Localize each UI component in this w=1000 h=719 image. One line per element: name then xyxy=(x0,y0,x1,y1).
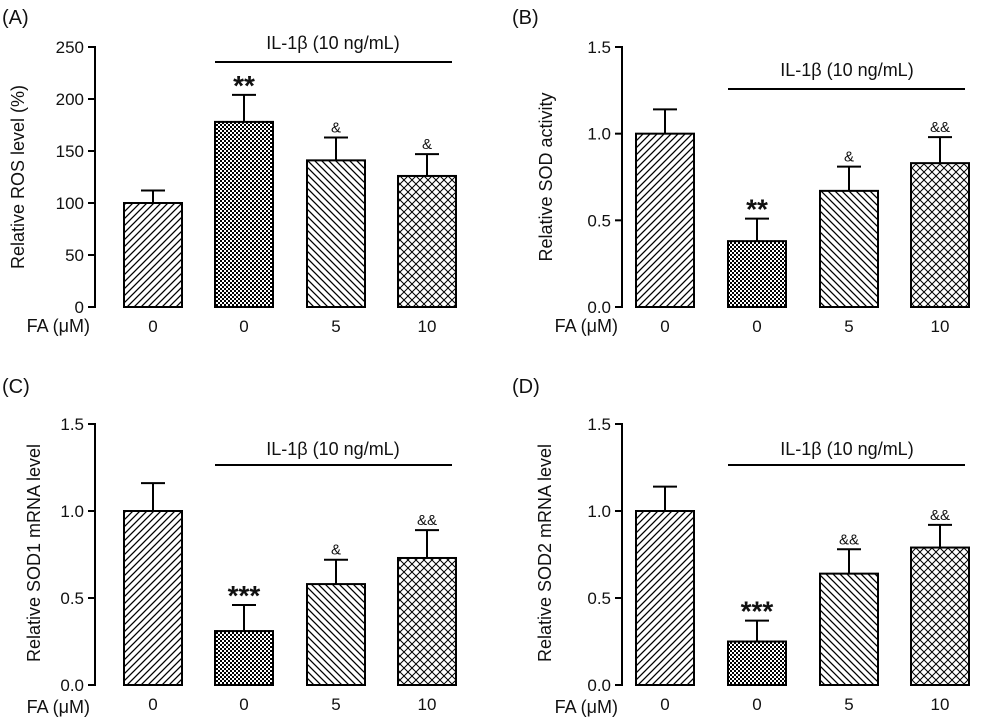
y-tick-label: 150 xyxy=(56,142,84,161)
y-axis-title: Relative SOD2 mRNA level xyxy=(535,444,555,662)
x-tick-label: 10 xyxy=(931,317,950,336)
x-axis-title: FA (μM) xyxy=(27,697,90,717)
y-tick-label: 1.5 xyxy=(587,38,611,57)
x-tick-label: 5 xyxy=(844,317,853,336)
bar xyxy=(910,546,970,686)
bar xyxy=(819,572,879,687)
significance-label: & xyxy=(844,149,854,166)
x-axis-title: FA (μM) xyxy=(27,316,90,336)
plot-area: 0.0 0.5 1.0 1.5 0 *** 0 && 5 && 10 xyxy=(587,415,970,714)
significance-label: ** xyxy=(746,194,768,225)
y-axis-title: Relative SOD activity xyxy=(536,92,556,261)
significance-label: && xyxy=(417,512,437,529)
y-tick-label: 1.5 xyxy=(60,415,84,434)
panel-c: (C) Relative SOD1 mRNA level FA (μM) IL-… xyxy=(2,376,457,717)
y-tick-label: 0 xyxy=(75,298,84,317)
significance-label: && xyxy=(930,507,950,524)
panel-b: (B) Relative SOD activity FA (μM) IL-1β … xyxy=(512,7,970,336)
panel-a: (A) Relative ROS level (%) FA (μM) IL-1β… xyxy=(2,7,457,336)
x-axis-title: FA (μM) xyxy=(555,316,618,336)
bracket-label: IL-1β (10 ng/mL) xyxy=(780,439,913,459)
panel-label: (C) xyxy=(2,376,30,398)
bar xyxy=(397,174,457,308)
bar xyxy=(635,510,695,686)
y-tick-label: 200 xyxy=(56,90,84,109)
y-tick-label: 1.0 xyxy=(587,125,611,144)
y-tick-label: 50 xyxy=(65,246,84,265)
plot-area: 0 50 100 150 200 250 0 ** 0 & 5 & 10 xyxy=(56,38,457,336)
y-axis-title: Relative ROS level (%) xyxy=(8,85,28,269)
x-tick-label: 0 xyxy=(148,317,157,336)
x-tick-label: 10 xyxy=(418,317,437,336)
bar xyxy=(819,189,879,308)
y-tick-label: 0.5 xyxy=(587,211,611,230)
y-tick-label: 1.0 xyxy=(60,502,84,521)
y-tick-label: 0.0 xyxy=(587,676,611,695)
y-tick-label: 250 xyxy=(56,38,84,57)
bar xyxy=(123,202,183,308)
significance-label: *** xyxy=(228,580,261,611)
x-tick-label: 5 xyxy=(331,695,340,714)
y-tick-label: 0.0 xyxy=(60,676,84,695)
x-tick-label: 0 xyxy=(148,695,157,714)
bar xyxy=(214,630,274,686)
y-tick-label: 100 xyxy=(56,194,84,213)
x-tick-label: 5 xyxy=(331,317,340,336)
panel-label: (B) xyxy=(512,7,539,29)
y-tick-label: 0.5 xyxy=(587,589,611,608)
bar xyxy=(910,162,970,308)
x-tick-label: 0 xyxy=(239,317,248,336)
bar xyxy=(635,132,695,308)
panel-d: (D) Relative SOD2 mRNA level FA (μM) IL-… xyxy=(512,376,970,717)
significance-label: & xyxy=(422,136,432,153)
bracket-label: IL-1β (10 ng/mL) xyxy=(780,60,913,80)
plot-area: 0.0 0.5 1.0 1.5 0 *** 0 & 5 && 10 xyxy=(60,415,457,714)
x-tick-label: 0 xyxy=(239,695,248,714)
significance-label: && xyxy=(930,119,950,136)
x-tick-label: 0 xyxy=(752,317,761,336)
y-tick-label: 0.0 xyxy=(587,298,611,317)
x-tick-label: 10 xyxy=(931,695,950,714)
bar xyxy=(727,640,787,686)
bar xyxy=(306,159,366,308)
x-tick-label: 0 xyxy=(660,695,669,714)
significance-label: && xyxy=(839,531,859,548)
x-tick-label: 0 xyxy=(752,695,761,714)
panel-label: (A) xyxy=(2,7,29,29)
x-axis-title: FA (μM) xyxy=(555,697,618,717)
panel-label: (D) xyxy=(512,376,540,398)
bracket-label: IL-1β (10 ng/mL) xyxy=(266,33,399,53)
plot-area: 0.0 0.5 1.0 1.5 0 ** 0 & 5 && 10 xyxy=(587,38,970,336)
x-tick-label: 5 xyxy=(844,695,853,714)
bar xyxy=(214,120,274,308)
x-tick-label: 10 xyxy=(418,695,437,714)
x-tick-label: 0 xyxy=(660,317,669,336)
y-tick-label: 1.0 xyxy=(587,502,611,521)
bar xyxy=(397,556,457,686)
y-tick-label: 0.5 xyxy=(60,589,84,608)
significance-label: ** xyxy=(233,70,255,101)
significance-label: *** xyxy=(741,596,774,627)
bracket-label: IL-1β (10 ng/mL) xyxy=(266,439,399,459)
y-tick-label: 1.5 xyxy=(587,415,611,434)
y-axis-title: Relative SOD1 mRNA level xyxy=(24,444,44,662)
bar xyxy=(123,510,183,686)
bar xyxy=(306,583,366,687)
bar xyxy=(727,240,787,308)
significance-label: & xyxy=(331,542,341,559)
significance-label: & xyxy=(331,119,341,136)
